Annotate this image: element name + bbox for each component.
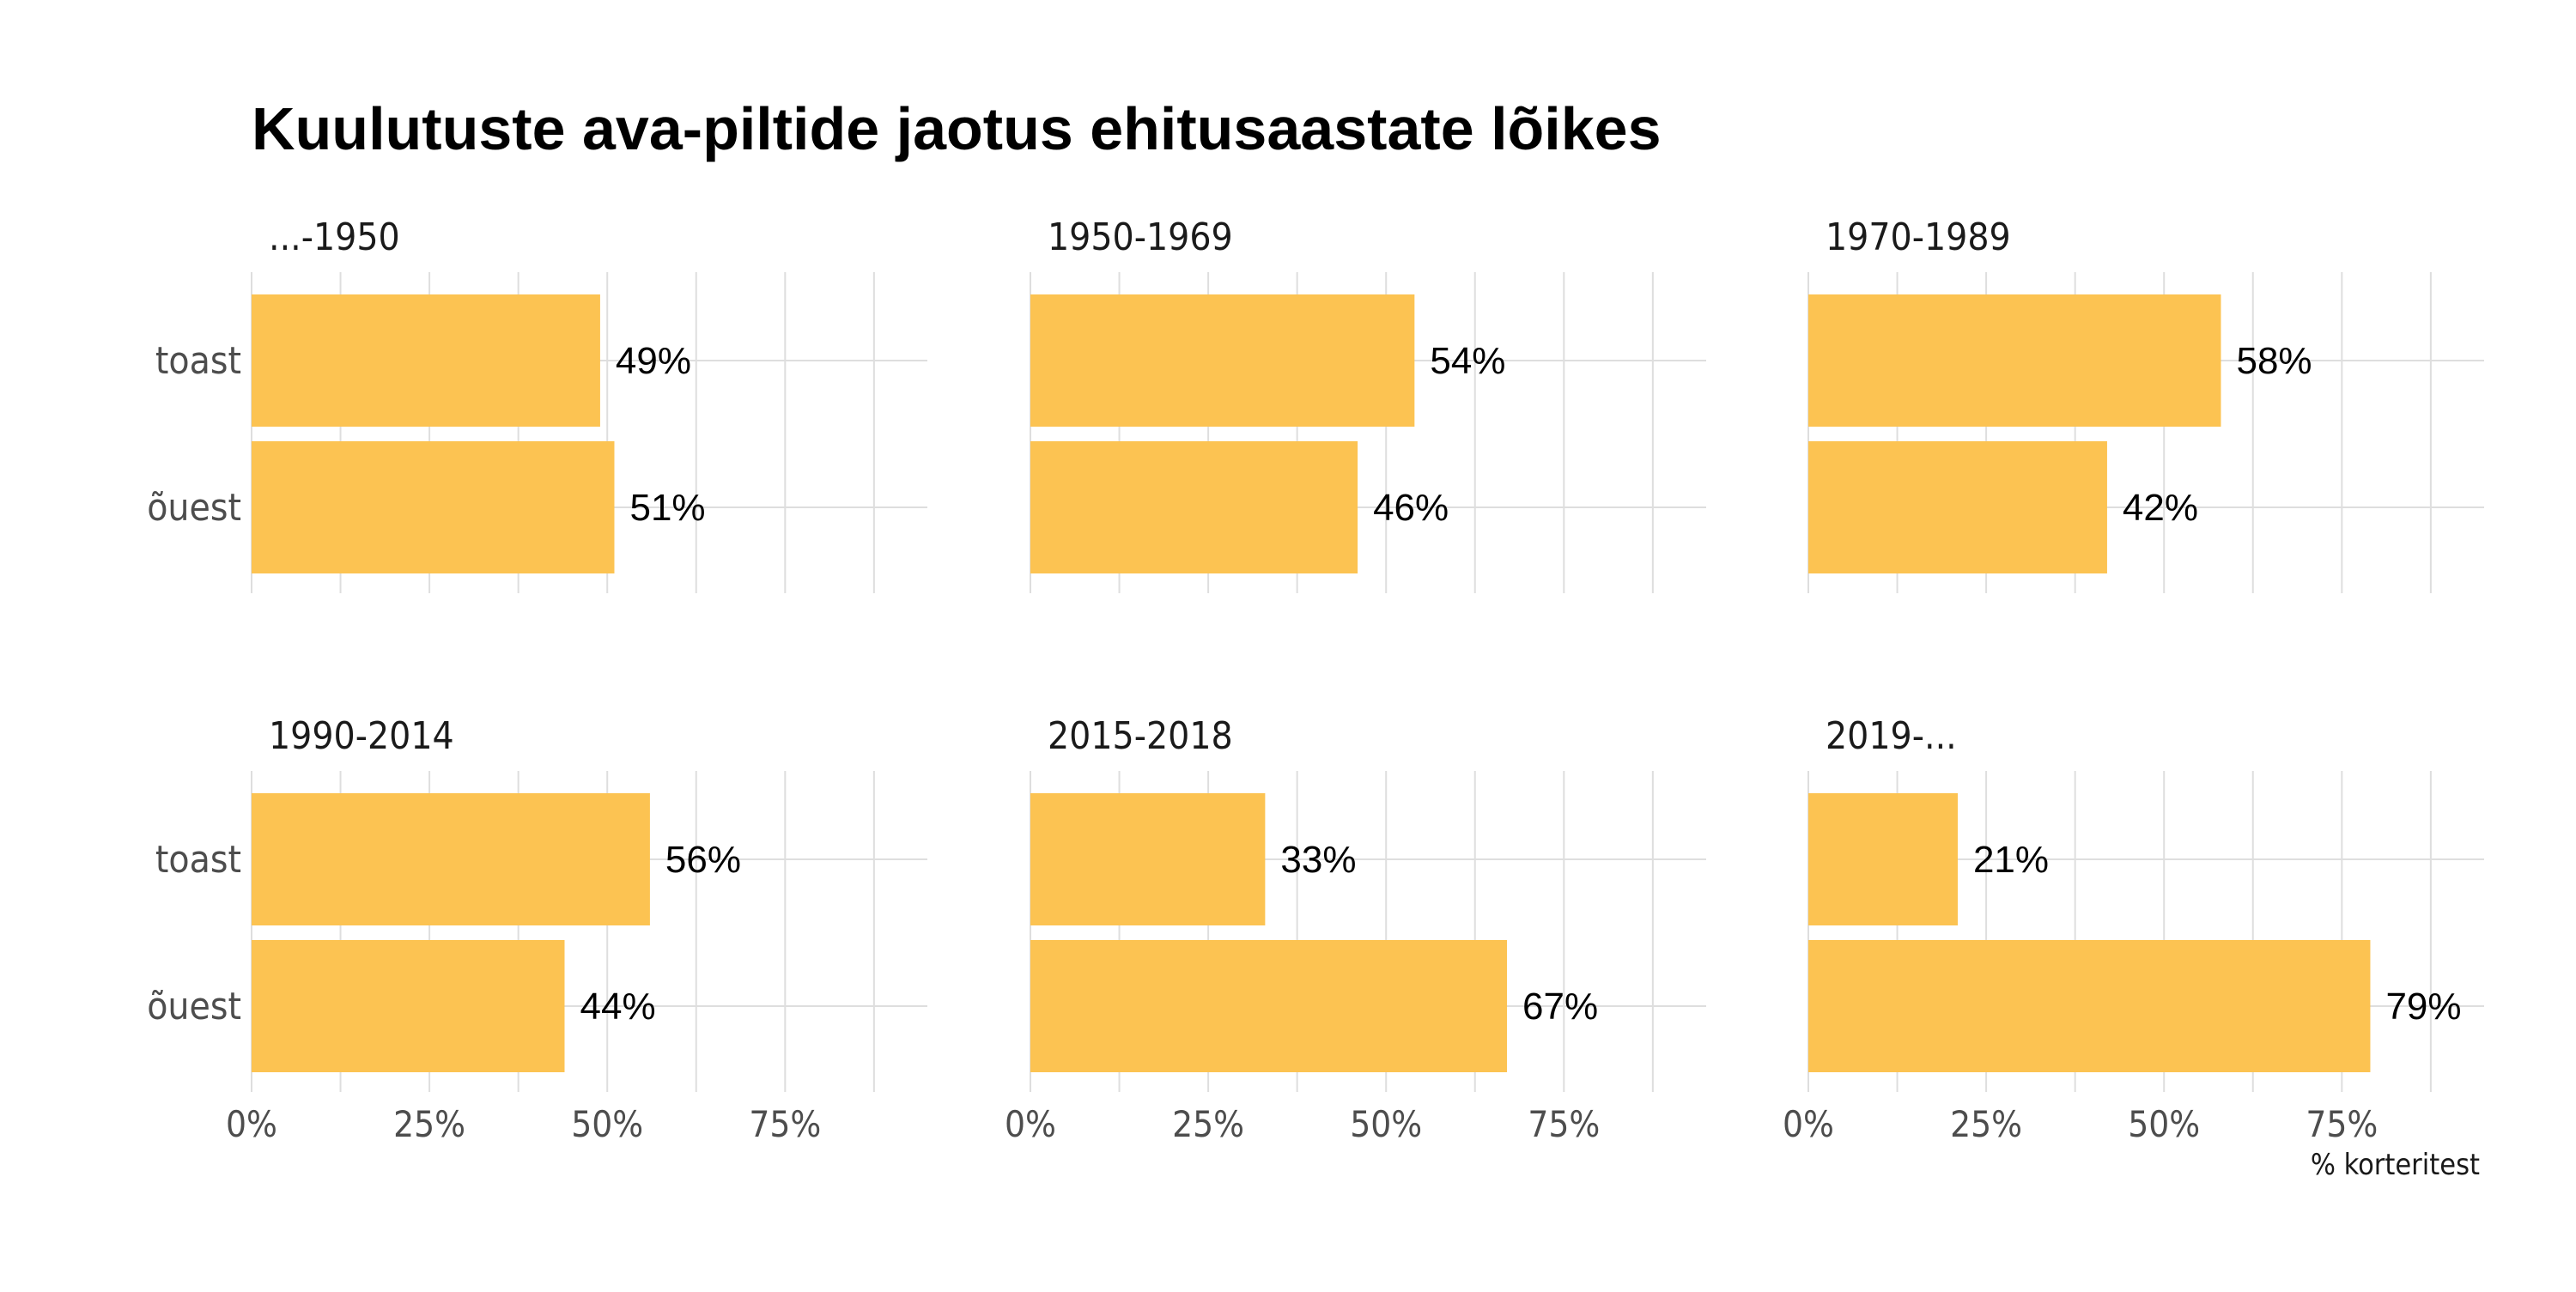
facet-panel: 2019-... 21% 79% 0% 25% 50% 75% bbox=[1783, 714, 2484, 1145]
bar-toast bbox=[1808, 294, 2221, 427]
facet-strip-label: 2019-... bbox=[1826, 714, 1957, 758]
bar-value-label: 44% bbox=[580, 986, 656, 1028]
x-tick-label: 25% bbox=[1172, 1103, 1244, 1145]
x-tick-label: 50% bbox=[571, 1103, 643, 1145]
bar-toast bbox=[1030, 294, 1415, 427]
facet-panel: 1950-1969 54% 46% bbox=[1030, 215, 1706, 593]
bar-toast bbox=[1030, 793, 1266, 925]
bar-value-label: 21% bbox=[1973, 839, 2049, 881]
bar-õuest bbox=[1808, 441, 2107, 573]
bar-value-label: 51% bbox=[629, 487, 705, 529]
bar-value-label: 56% bbox=[665, 839, 741, 881]
facet-strip-label: ...-1950 bbox=[269, 215, 400, 259]
x-tick-label: 75% bbox=[749, 1103, 821, 1145]
x-tick-label: 0% bbox=[1783, 1103, 1834, 1145]
bar-toast bbox=[252, 793, 650, 925]
bar-õuest bbox=[252, 441, 615, 573]
y-tick-label: õuest bbox=[147, 985, 241, 1028]
x-tick-label: 75% bbox=[1528, 1103, 1600, 1145]
bar-õuest bbox=[252, 940, 565, 1072]
facet-panel: 1970-1989 58% 42% bbox=[1807, 215, 2484, 593]
bar-value-label: 79% bbox=[2385, 986, 2461, 1028]
x-axis-title: % korteritest bbox=[2311, 1148, 2480, 1182]
facet-panel: 2015-2018 33% 67% 0% 25% 50% 75% bbox=[1005, 714, 1706, 1145]
bar-value-label: 54% bbox=[1430, 340, 1505, 382]
bar-value-label: 46% bbox=[1373, 487, 1449, 529]
bar-toast bbox=[252, 294, 600, 427]
facet-panel: 1990-2014 56% 44% toast õuest 0% 25% 50% 75% bbox=[147, 714, 927, 1145]
facet-strip-label: 1950-1969 bbox=[1048, 215, 1233, 259]
bar-õuest bbox=[1030, 940, 1508, 1072]
facet-strip-label: 2015-2018 bbox=[1048, 714, 1233, 758]
y-tick-label: õuest bbox=[147, 486, 241, 530]
bar-value-label: 49% bbox=[616, 340, 691, 382]
x-tick-label: 25% bbox=[393, 1103, 465, 1145]
x-tick-label: 50% bbox=[2128, 1103, 2200, 1145]
facet-panel: ...-1950 49% 51% toast õuest bbox=[147, 215, 927, 593]
y-tick-label: toast bbox=[155, 339, 241, 383]
y-tick-label: toast bbox=[155, 838, 241, 882]
facet-strip-label: 1970-1989 bbox=[1826, 215, 2011, 259]
bar-õuest bbox=[1808, 940, 2371, 1072]
x-tick-label: 0% bbox=[226, 1103, 277, 1145]
bar-value-label: 33% bbox=[1280, 839, 1356, 881]
chart-title: Kuulutuste ava-piltide jaotus ehitusaast… bbox=[252, 95, 1662, 162]
bar-value-label: 58% bbox=[2236, 340, 2312, 382]
x-tick-label: 25% bbox=[1950, 1103, 2022, 1145]
bar-toast bbox=[1808, 793, 1958, 925]
bar-value-label: 67% bbox=[1522, 986, 1598, 1028]
bar-õuest bbox=[1030, 441, 1358, 573]
bar-value-label: 42% bbox=[2123, 487, 2198, 529]
x-tick-label: 0% bbox=[1005, 1103, 1056, 1145]
facet-strip-label: 1990-2014 bbox=[269, 714, 454, 758]
x-tick-label: 75% bbox=[2306, 1103, 2378, 1145]
facet-panels: ...-195049%51%toastõuest1950-196954%46%1… bbox=[147, 215, 2484, 1145]
x-tick-label: 50% bbox=[1350, 1103, 1422, 1145]
